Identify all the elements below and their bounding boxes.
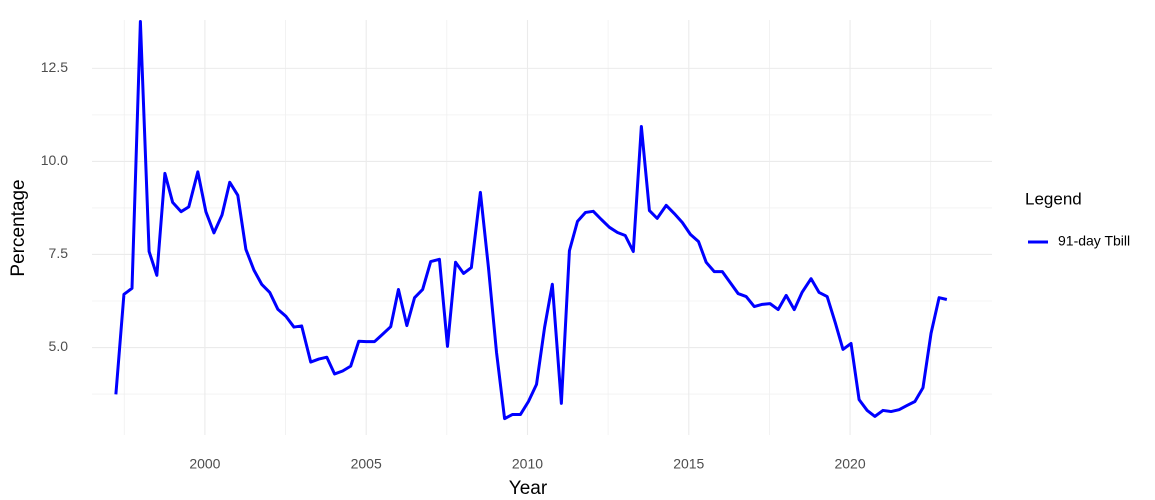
- y-tick-label: 12.5: [41, 59, 68, 75]
- y-tick-label: 10.0: [41, 152, 68, 168]
- legend-title: Legend: [1025, 189, 1082, 208]
- x-tick-label: 2005: [351, 456, 382, 472]
- x-tick-label: 2020: [834, 456, 865, 472]
- y-tick-label: 7.5: [49, 245, 69, 261]
- y-axis-title: Percentage: [8, 179, 29, 276]
- y-tick-label: 5.0: [49, 338, 69, 354]
- x-tick-label: 2010: [512, 456, 543, 472]
- data-line: [114, 19, 948, 421]
- x-axis-title: Year: [509, 478, 548, 499]
- legend-label: 91-day Tbill: [1058, 233, 1130, 249]
- x-tick-label: 2000: [189, 456, 220, 472]
- x-tick-label: 2015: [673, 456, 704, 472]
